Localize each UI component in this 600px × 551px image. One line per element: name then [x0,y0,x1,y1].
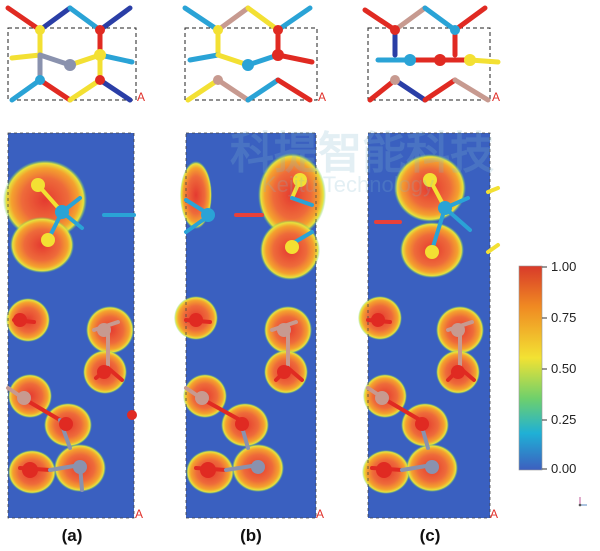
watermark-line2: Kejitu Technology [262,172,434,197]
structure-top-c: A [362,5,501,104]
map-cell-mark-a: A [135,507,143,521]
cell-mark-c: A [492,90,500,104]
density-map-a: A [3,132,143,521]
colorbar-tick-2: 0.75 [551,310,576,325]
panel-b: A [174,5,326,545]
structure-top-a: A [5,5,145,104]
watermark-line1: 科提智能科技 [230,129,494,178]
cell-mark-a: A [137,90,145,104]
map-cell-mark-b: A [316,507,324,521]
panel-c: A [358,5,501,545]
cell-mark-b: A [318,90,326,104]
panel-label-a: (a) [62,526,83,545]
map-cell-mark-c: A [490,507,498,521]
panel-a: A [3,5,145,545]
colorbar-tick-1: 1.00 [551,259,576,274]
watermark: 科提智能科技 Kejitu Technology [230,129,494,197]
density-map-c: A [358,132,500,521]
density-map-b: A [174,132,326,521]
panel-label-b: (b) [240,526,262,545]
colorbar-gradient [519,266,542,470]
panel-label-c: (c) [420,526,441,545]
axis-triad-icon [578,497,587,507]
colorbar-tick-5: 0.00 [551,461,576,476]
colorbar-tick-3: 0.50 [551,361,576,376]
structure-top-b: A [182,5,326,104]
colorbar: 1.00 0.75 0.50 0.25 0.00 [518,259,576,476]
colorbar-tick-4: 0.25 [551,412,576,427]
